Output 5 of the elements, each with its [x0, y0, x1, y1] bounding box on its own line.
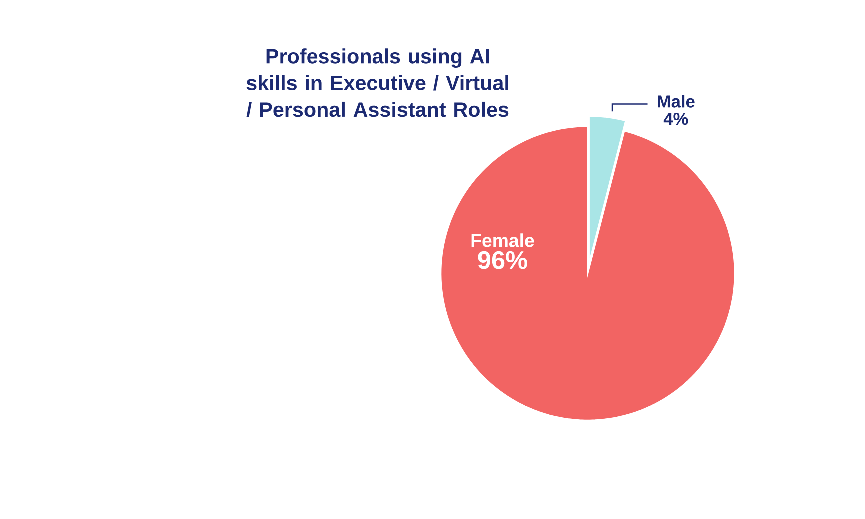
data-label: 4% — [664, 112, 688, 126]
data-label: 96% — [478, 251, 528, 270]
chart-title: Professionals using AI skills in Executive / Virtual / Personal Assistant Roles — [246, 48, 509, 118]
slice-label: Male — [658, 95, 695, 108]
slice-label: Female — [472, 234, 534, 248]
